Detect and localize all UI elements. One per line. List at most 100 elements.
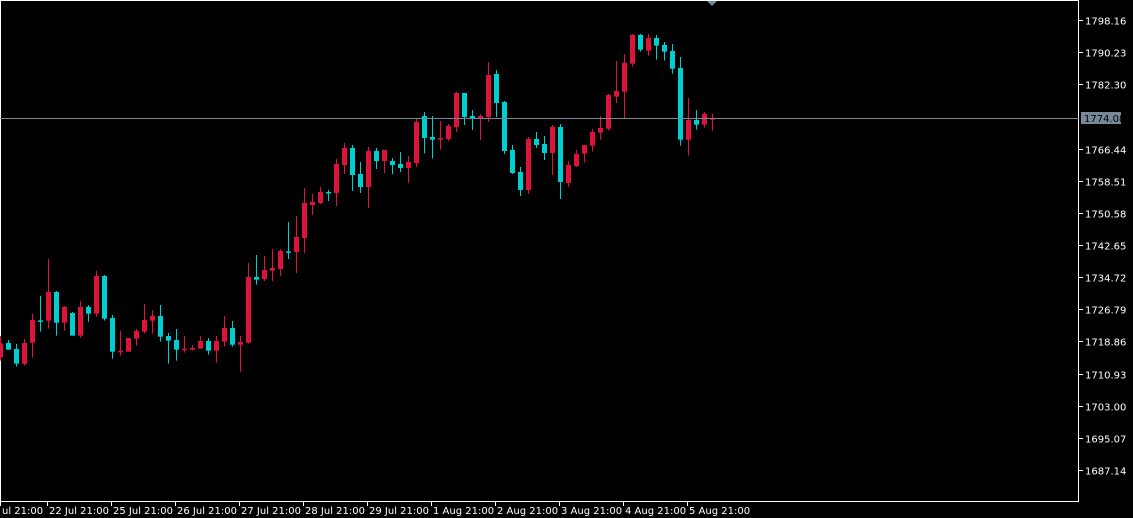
candle [246, 262, 251, 344]
candle-body [6, 343, 11, 350]
candle-body [230, 328, 235, 345]
candle [158, 304, 163, 342]
candle [446, 123, 451, 141]
candle-body [454, 93, 459, 128]
candle [694, 109, 699, 130]
candle-body [662, 45, 667, 52]
candle-body [526, 139, 531, 190]
candle-body [134, 331, 139, 339]
candle [614, 60, 619, 103]
candle [142, 304, 147, 334]
candle-body [166, 335, 171, 341]
candle-body [598, 127, 603, 133]
candle-body [390, 161, 395, 165]
candle-body [422, 116, 427, 138]
candle-body [222, 328, 227, 342]
candle [534, 131, 539, 149]
candle [350, 145, 355, 192]
candle [222, 316, 227, 347]
candle-body [30, 320, 35, 343]
candle [398, 152, 403, 172]
candle-body [502, 101, 507, 152]
candle-body [22, 343, 27, 364]
candle [382, 149, 387, 174]
price-tick-label: 1758.51 [1085, 178, 1126, 189]
candle-body [590, 131, 595, 146]
candle-body [518, 171, 523, 190]
candle [438, 120, 443, 150]
current-price-label: 1774.08 [1081, 112, 1125, 125]
candle [358, 161, 363, 193]
candle [486, 61, 491, 122]
candle-body [702, 113, 707, 125]
candle [526, 136, 531, 194]
candle [430, 115, 435, 159]
candle [38, 295, 43, 332]
candle-body [614, 91, 619, 97]
candle-body [494, 73, 499, 103]
candle [30, 314, 35, 358]
candle-body [182, 348, 187, 351]
candle [366, 146, 371, 208]
chart-shift-marker-icon[interactable] [707, 1, 717, 6]
candle [270, 249, 275, 281]
candle [334, 158, 339, 207]
candle-body [558, 127, 563, 182]
candle-body [262, 270, 267, 280]
price-tick-label: 1710.93 [1085, 371, 1126, 382]
candle [574, 149, 579, 167]
candle-body [654, 37, 659, 46]
candle-body [54, 292, 59, 323]
candle [542, 136, 547, 161]
candle-body [582, 145, 587, 154]
price-tick-label: 1734.72 [1085, 274, 1126, 285]
candle [702, 112, 707, 128]
price-axis: 1798.16 1790.23 1782.30 1766.44 1758.51 1750.… [1079, 17, 1126, 478]
candle [134, 329, 139, 346]
candle [62, 306, 67, 331]
candle [46, 259, 51, 329]
candle-body [638, 34, 643, 50]
candle-body [534, 139, 539, 146]
candle-body [374, 151, 379, 162]
candle-body [438, 137, 443, 140]
time-tick-label: 5 Aug 21:00 [689, 506, 750, 517]
price-tick-label: 1687.14 [1085, 467, 1126, 478]
price-tick-label: 1695.07 [1085, 435, 1126, 446]
candle-body [470, 115, 475, 119]
candle-body [78, 307, 83, 336]
candle [166, 332, 171, 364]
candle [518, 166, 523, 196]
candle-body [478, 115, 483, 119]
candle-body [118, 350, 123, 353]
candle [150, 310, 155, 334]
candle [374, 148, 379, 170]
candle-body [102, 276, 107, 319]
candle-body [70, 313, 75, 336]
candle-body [110, 318, 115, 352]
candle [230, 320, 235, 347]
price-tick-label: 1782.30 [1085, 81, 1126, 92]
price-tick-label: 1790.23 [1085, 49, 1126, 60]
candle [654, 34, 659, 60]
candle-body [214, 341, 219, 351]
candle-body [0, 343, 3, 358]
price-tick-label: 1750.58 [1085, 210, 1126, 221]
candle-body [206, 341, 211, 351]
candle [238, 335, 243, 372]
candle [454, 91, 459, 132]
candle [478, 113, 483, 140]
candle [462, 93, 467, 125]
candle-body [174, 340, 179, 350]
candle-body [150, 316, 155, 321]
candle [582, 145, 587, 163]
candle-body [294, 237, 299, 253]
current-price-text: 1774.08 [1084, 114, 1125, 125]
candle [198, 335, 203, 349]
candle [470, 109, 475, 131]
candle-body [430, 136, 435, 140]
candles [0, 33, 715, 372]
candle [126, 338, 131, 352]
candle [118, 331, 123, 356]
